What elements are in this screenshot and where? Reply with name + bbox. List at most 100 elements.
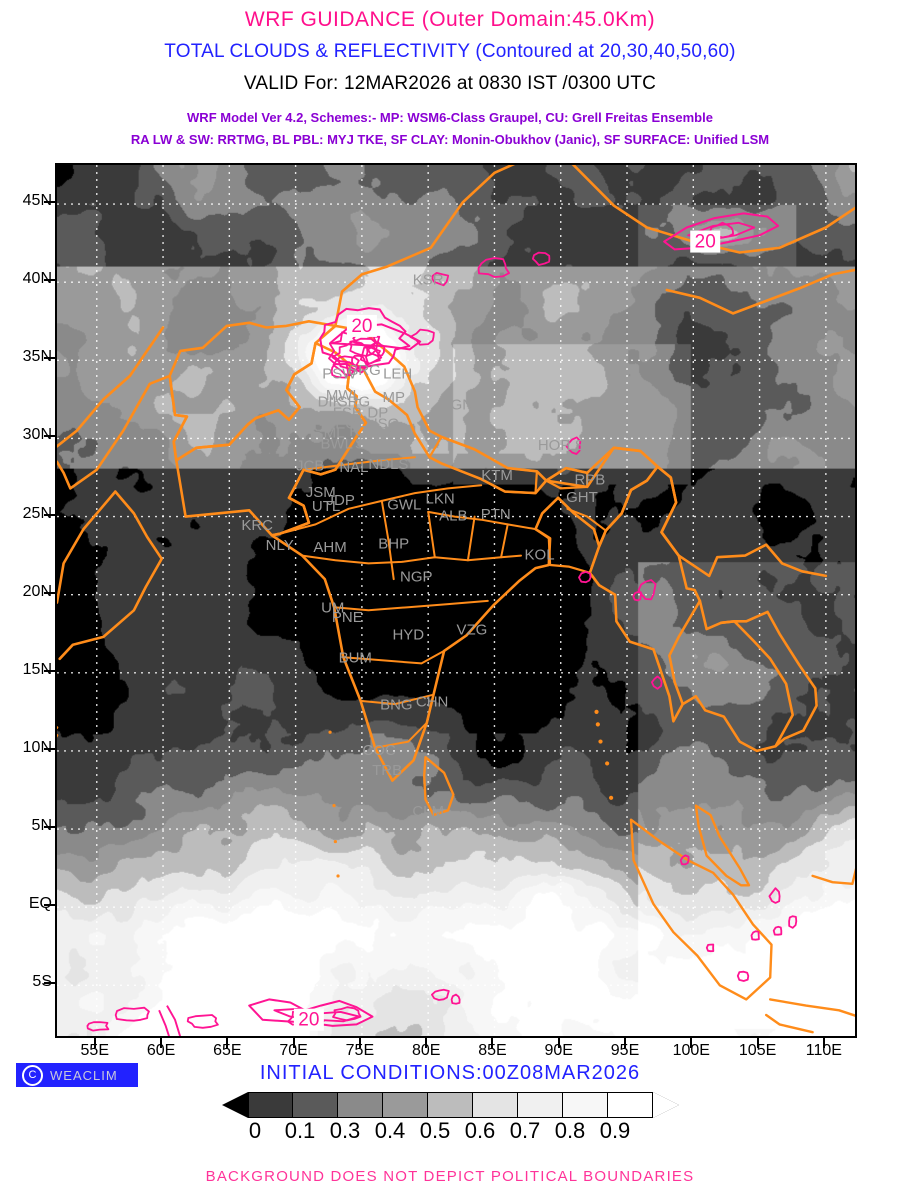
latitude-tick-label: 10N xyxy=(22,738,52,756)
reflectivity-contour xyxy=(409,328,435,346)
city-label: COC xyxy=(362,742,396,759)
city-label: SRG xyxy=(348,362,381,379)
city-label: CHN xyxy=(416,693,449,710)
initial-conditions-label: INITIAL CONDITIONS:00Z08MAR2026 xyxy=(259,1062,641,1084)
city-label: DIK xyxy=(318,393,343,410)
reflectivity-contour xyxy=(788,915,798,929)
city-label: RTD xyxy=(349,423,380,440)
boundary-line xyxy=(427,510,537,531)
forecast-map-panel[interactable]: KSR PSW SRG LEH MWL DIK SRG MP GGN FSB DP REO HSG ML R… xyxy=(55,163,857,1038)
colorbar-segment xyxy=(607,1092,653,1118)
city-label: GGN xyxy=(439,397,473,414)
longitude-tick-label: 95E xyxy=(610,1042,640,1059)
city-label: NAL xyxy=(339,459,368,476)
longitude-tick-label: 70E xyxy=(279,1042,308,1059)
reflectivity-contour xyxy=(158,1009,170,1036)
city-label: JSM xyxy=(306,484,336,501)
boundary-line xyxy=(360,365,408,416)
boundary-line xyxy=(694,804,751,887)
city-label: GHT xyxy=(566,489,598,506)
island-marker xyxy=(328,730,332,734)
latitude-tick-label: EQ xyxy=(28,895,52,913)
longitude-tick xyxy=(624,1038,627,1048)
copyright-icon: C xyxy=(22,1064,43,1086)
reflectivity-contour xyxy=(632,591,642,602)
colorbar-segments xyxy=(247,1092,653,1118)
city-label: DP xyxy=(367,404,388,421)
boundary-line xyxy=(500,523,509,559)
reflectivity-contour xyxy=(86,1021,110,1032)
boundary-line xyxy=(57,490,117,604)
colorbar-segment xyxy=(337,1092,383,1118)
model-config-line-2: RA LW & SW: RRTMG, BL PBL: MYJ TKE, SF C… xyxy=(130,132,770,147)
longitude-tick xyxy=(93,1038,96,1048)
latitude-tick xyxy=(44,669,55,672)
latitude-tick-label: 5S xyxy=(32,973,52,991)
cloud-reflectivity-raster xyxy=(57,165,855,1036)
colorbar-high-cap xyxy=(652,1092,679,1118)
city-label: HOP xyxy=(538,437,571,454)
city-label: PNG xyxy=(621,404,654,421)
longitude-tick xyxy=(425,1038,428,1048)
boundary-line xyxy=(629,818,773,1001)
colorbar-tick-label: 0.8 xyxy=(554,1118,586,1143)
contour-label-box xyxy=(690,230,721,253)
boundary-line xyxy=(359,693,435,706)
city-label: CLM xyxy=(412,803,444,820)
boundary-line xyxy=(58,490,163,661)
colorbar-tick-label: 0.5 xyxy=(419,1118,451,1143)
boundary-line xyxy=(302,456,416,471)
reflectivity-contour xyxy=(477,257,510,278)
reflectivity-contour xyxy=(637,579,657,601)
reflectivity-contour xyxy=(330,362,349,379)
latitude-tick-label: 5N xyxy=(31,817,52,835)
island-marker xyxy=(598,739,603,744)
city-label: ML xyxy=(324,425,345,442)
longitude-tick xyxy=(557,1038,560,1048)
city-label: FSB xyxy=(333,404,362,421)
longitude-tick xyxy=(358,1038,361,1048)
boundary-line xyxy=(588,465,702,723)
weaclim-label: WEACLIM xyxy=(50,1067,118,1083)
longitude-tick-label: 85E xyxy=(478,1042,507,1059)
city-label: KTM xyxy=(481,467,513,484)
boundary-line xyxy=(665,268,855,315)
city-label: KRC xyxy=(241,517,273,534)
model-config-line-1: WRF Model Ver 4.2, Schemes:- MP: WSM6-Cl… xyxy=(187,110,713,125)
reflectivity-contour xyxy=(565,436,582,455)
longitude-tick xyxy=(491,1038,494,1048)
city-label: MWL xyxy=(326,387,361,404)
reflectivity-contour xyxy=(332,1006,362,1022)
city-label: VZG xyxy=(456,622,487,639)
boundary-line xyxy=(428,435,538,495)
city-label: PSW xyxy=(322,365,357,382)
reflectivity-contour xyxy=(166,1005,182,1036)
boundary-line xyxy=(719,620,794,748)
boundary-line xyxy=(57,326,165,448)
latitude-tick xyxy=(44,279,55,282)
boundary-line xyxy=(466,515,476,562)
city-label: NDLS xyxy=(368,456,408,473)
reflectivity-contour xyxy=(367,341,386,357)
latitude-tick xyxy=(44,201,55,204)
reflectivity-contour xyxy=(349,337,377,357)
reflectivity-contour xyxy=(431,988,450,1001)
boundary-line xyxy=(545,467,589,490)
city-label: BHP xyxy=(378,536,409,553)
latitude-tick xyxy=(44,982,55,985)
city-label: TRB xyxy=(372,762,402,779)
city-label: MP xyxy=(382,389,405,406)
boundary-line xyxy=(769,998,855,1017)
boundary-line xyxy=(334,165,855,328)
latitude-tick xyxy=(44,435,55,438)
colorbar-segment xyxy=(562,1092,608,1118)
boundary-line xyxy=(427,510,436,559)
latitude-tick-label: 30N xyxy=(22,426,52,444)
product-subtitle: TOTAL CLOUDS & REFLECTIVITY (Contoured a… xyxy=(164,41,736,62)
latitude-tick xyxy=(44,747,55,750)
reflectivity-contour xyxy=(450,993,461,1005)
weaclim-logo[interactable]: C WEACLIM xyxy=(16,1063,138,1087)
boundary-line xyxy=(334,324,828,578)
contour-label: 20 xyxy=(695,232,716,253)
city-label: RPB xyxy=(574,472,605,489)
